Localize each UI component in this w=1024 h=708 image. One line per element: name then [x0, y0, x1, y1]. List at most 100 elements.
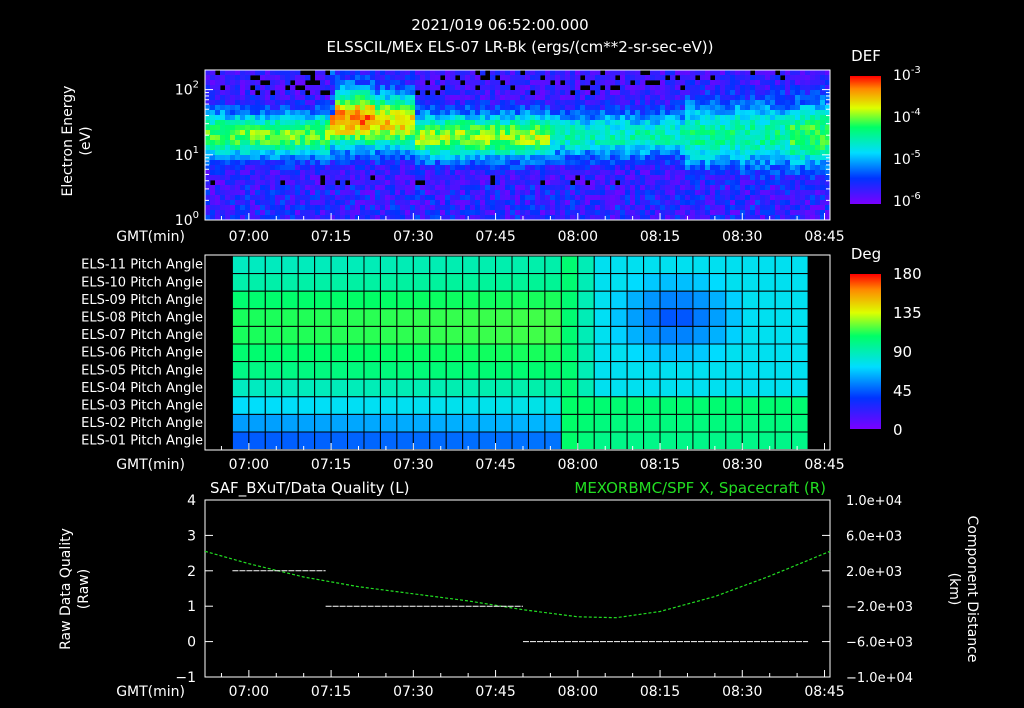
spectrogram-cell	[300, 205, 306, 211]
spectrogram-cell	[595, 95, 601, 101]
spectrogram-cell	[470, 180, 476, 186]
spectrogram-cell	[530, 185, 536, 191]
spectrogram-cell	[460, 105, 466, 111]
spectrogram-cell	[805, 195, 811, 201]
spectrogram-cell	[355, 140, 361, 146]
spectrogram-cell	[655, 120, 661, 126]
pitch-row-label: ELS-08 Pitch Angle	[81, 310, 203, 325]
spectrogram-cell	[665, 180, 671, 186]
spectrogram-cell	[280, 145, 286, 151]
time-tick-label: 07:45	[475, 229, 515, 245]
spectrogram-cell	[755, 200, 761, 206]
spectrogram-cell	[340, 150, 346, 156]
spectrogram-cell	[270, 130, 276, 136]
spectrogram-cell	[305, 150, 311, 156]
spectrogram-cell	[470, 90, 476, 96]
spectrogram-cell	[525, 85, 531, 91]
spectrogram-cell	[675, 135, 681, 141]
spectrogram-cell	[715, 70, 721, 76]
spectrogram-cell	[430, 110, 436, 116]
spectrogram-cell	[260, 175, 266, 181]
spectrogram-cell	[535, 120, 541, 126]
pitch-angle-cell	[396, 273, 414, 292]
spectrogram-cell	[390, 120, 396, 126]
spectrogram-cell	[445, 90, 451, 96]
pitch-angle-cell	[347, 431, 365, 451]
pitch-angle-cell	[412, 361, 431, 380]
spectrogram-cell	[570, 110, 576, 116]
spectrogram-cell	[750, 170, 756, 176]
spectrogram-cell	[700, 75, 706, 81]
spectrogram-cell	[455, 165, 461, 171]
spectrogram-cell	[260, 155, 266, 161]
spectrogram-cell	[430, 175, 436, 181]
spectrogram-cell	[255, 135, 261, 141]
spectrogram-cell	[410, 110, 416, 116]
spectrogram-cell	[435, 205, 441, 211]
pitch-angle-cell	[478, 325, 497, 345]
spectrogram-cell	[745, 175, 751, 181]
spectrogram-cell	[280, 100, 286, 106]
spectrogram-cell	[440, 190, 446, 196]
pitch-angle-cell	[593, 290, 612, 310]
spectrogram-cell	[290, 185, 296, 191]
spectrogram-cell	[675, 140, 681, 146]
spectrogram-cell	[720, 140, 726, 146]
pitch-angle-cell	[610, 431, 628, 451]
pitch-angle-cell	[675, 431, 694, 451]
spectrogram-cell	[425, 150, 431, 156]
spectrogram-cell	[225, 125, 231, 131]
spectrogram-cell	[505, 210, 511, 216]
spectrogram-cell	[700, 155, 706, 161]
pitch-row-label: ELS-05 Pitch Angle	[81, 363, 203, 378]
pitch-angle-cell	[791, 343, 809, 363]
spectrogram-cell	[655, 70, 661, 76]
spectrogram-cell	[365, 165, 371, 171]
pitch-angle-cell	[396, 255, 414, 275]
spectrogram-cell	[425, 215, 431, 221]
spectrogram-cell	[715, 175, 721, 181]
spectrogram-cell	[225, 190, 231, 196]
spectrogram-cell	[225, 75, 231, 81]
spectrogram-cell	[360, 185, 366, 191]
pitch-angle-cell	[314, 325, 332, 345]
spectrogram-cell	[725, 165, 731, 171]
energy-colorbar-labels: 10-310-410-510-6	[893, 65, 921, 210]
spectrogram-cell	[345, 150, 351, 156]
spectrogram-cell	[595, 130, 601, 136]
spectrogram-cell	[570, 200, 576, 206]
spectrogram-cell	[735, 155, 741, 161]
spectrogram-cell	[520, 95, 526, 101]
spectrogram-cell	[260, 160, 266, 166]
spectrogram-cell	[815, 70, 821, 76]
spectrogram-cell	[255, 125, 261, 131]
spectrogram-cell	[705, 95, 711, 101]
spectrogram-cell	[610, 215, 616, 221]
spectrogram-cell	[660, 85, 666, 91]
spectrogram-cell	[620, 105, 626, 111]
pitch-angle-cell	[412, 413, 431, 433]
spectrogram-cell	[505, 205, 511, 211]
spectrogram-cell	[335, 155, 341, 161]
spectrogram-cell	[405, 190, 411, 196]
spectrogram-cell	[670, 185, 676, 191]
time-axis-label: GMT(min)	[116, 684, 185, 700]
spectrogram-cell	[430, 165, 436, 171]
spectrogram-cell	[300, 140, 306, 146]
spectrogram-cell	[720, 95, 726, 101]
pitch-angle-cell	[231, 343, 250, 363]
spectrogram-cell	[250, 95, 256, 101]
spectrogram-cell	[715, 210, 721, 216]
spectrogram-cell	[645, 175, 651, 181]
spectrogram-cell	[565, 210, 571, 216]
spectrogram-cell	[585, 145, 591, 151]
pitch-angle-cell	[396, 378, 414, 398]
spectrogram-cell	[255, 185, 261, 191]
spectrogram-cell	[620, 80, 626, 86]
pitch-angle-cell	[560, 413, 579, 433]
spectrogram-cell	[260, 135, 266, 141]
spectrogram-cell	[465, 155, 471, 161]
pitch-angle-cell	[330, 343, 349, 363]
spectrogram-cell	[215, 195, 221, 201]
